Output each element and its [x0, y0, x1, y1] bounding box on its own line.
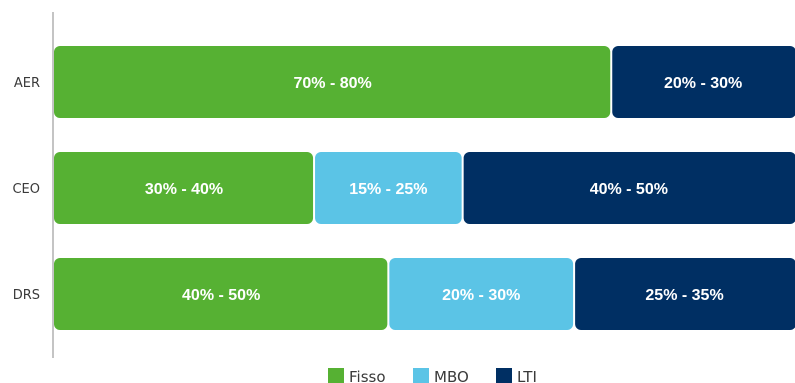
data-label-aer-fisso: 70% - 80%	[293, 75, 371, 92]
data-label-aer-lti: 20% - 30%	[664, 75, 742, 92]
bar-aer-fisso	[54, 46, 611, 118]
legend-label-lti: LTI	[517, 368, 537, 383]
bars-group: 70% - 80% 20% - 30% 30% - 40% 15% - 25% 40% …	[54, 46, 795, 330]
data-label-ceo-lti: 40% - 50%	[590, 181, 668, 198]
bar-ceo-fisso	[54, 152, 314, 224]
bar-drs-mbo	[389, 258, 574, 330]
category-label-aer: AER	[14, 76, 40, 91]
data-label-drs-mbo: 20% - 30%	[442, 287, 520, 304]
data-label-drs-fisso: 40% - 50%	[182, 287, 260, 304]
bar-drs-fisso	[54, 258, 388, 330]
legend: Fisso MBO LTI	[328, 368, 537, 383]
legend-label-fisso: Fisso	[349, 368, 386, 383]
bar-ceo-lti	[463, 152, 795, 224]
data-label-ceo-fisso: 30% - 40%	[145, 181, 223, 198]
legend-swatch-fisso	[328, 368, 344, 383]
legend-swatch-lti	[496, 368, 512, 383]
bar-aer-lti	[612, 46, 795, 118]
data-label-ceo-mbo: 15% - 25%	[349, 181, 427, 198]
category-labels: AER CEO DRS	[12, 76, 40, 303]
category-label-drs: DRS	[13, 288, 40, 303]
data-label-drs-lti: 25% - 35%	[645, 287, 723, 304]
bar-ceo-mbo	[315, 152, 462, 224]
bar-drs-lti	[575, 258, 795, 330]
category-label-ceo: CEO	[12, 182, 40, 197]
legend-label-mbo: MBO	[434, 368, 469, 383]
legend-swatch-mbo	[413, 368, 429, 383]
